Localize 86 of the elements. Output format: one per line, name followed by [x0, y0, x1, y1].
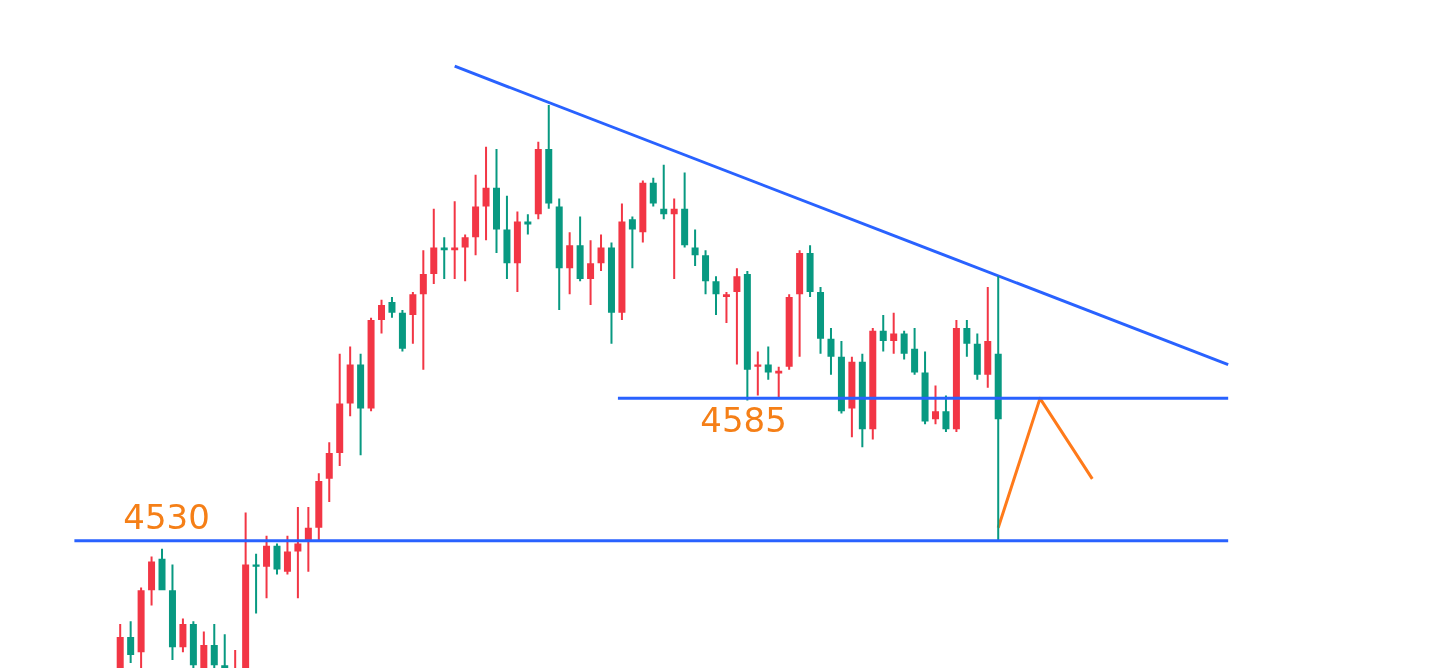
candlestick	[963, 320, 971, 357]
candlestick	[764, 346, 772, 380]
candlestick	[524, 214, 532, 235]
candlestick	[576, 216, 584, 282]
candlestick	[388, 297, 396, 318]
candlestick	[116, 624, 124, 668]
candlestick	[273, 543, 281, 575]
candlestick	[733, 268, 741, 365]
candlestick	[513, 211, 521, 292]
candlestick	[775, 366, 783, 399]
candlestick	[419, 250, 427, 370]
candlestick	[848, 356, 856, 438]
candlestick	[294, 506, 302, 599]
candlestick	[346, 346, 354, 417]
candlestick	[430, 208, 438, 285]
candlestick	[785, 294, 793, 370]
candlestick	[378, 299, 386, 334]
candlestick	[900, 330, 908, 360]
candlestick	[472, 174, 480, 256]
candlestick	[336, 353, 344, 466]
candlestick	[827, 327, 835, 375]
candlestick	[817, 286, 825, 354]
candlestick	[534, 141, 542, 220]
candlestick	[315, 473, 323, 541]
candlestick	[493, 148, 500, 254]
candlestick	[252, 553, 260, 614]
candlestick	[263, 535, 271, 599]
candlestick	[973, 333, 981, 380]
candlestick	[461, 234, 469, 282]
candlestick	[639, 180, 647, 243]
candlestick	[628, 216, 636, 269]
annotation: 4530	[123, 496, 210, 537]
candlestick	[587, 240, 595, 305]
candlestick	[566, 232, 574, 295]
candlestick	[440, 237, 448, 279]
candlestick	[858, 353, 866, 448]
candlestick	[806, 245, 814, 298]
candlestick	[283, 535, 291, 575]
candlestick	[179, 618, 187, 653]
candlestick	[158, 548, 166, 591]
candlestick	[869, 327, 877, 440]
candlestick	[691, 229, 699, 267]
candlestick	[398, 309, 406, 352]
candlestick	[367, 317, 375, 412]
candlestick	[702, 250, 710, 295]
candlestick	[660, 164, 668, 220]
candlestick	[127, 621, 135, 663]
candlestick	[357, 353, 365, 456]
annotation: 4585	[700, 400, 787, 441]
candlestick	[482, 146, 490, 241]
candlestick	[890, 312, 898, 354]
candlestick	[712, 276, 720, 316]
candlestick	[597, 234, 605, 272]
candlestick	[837, 340, 845, 414]
candlestick	[200, 631, 208, 668]
candlestick	[618, 203, 626, 321]
candlestick	[304, 506, 312, 572]
candlestick	[137, 587, 145, 668]
candlestick	[796, 250, 804, 357]
candlestick	[189, 621, 197, 668]
candlestick	[932, 385, 939, 425]
candlestick	[503, 195, 511, 279]
candlestick	[722, 291, 730, 323]
candlestick	[994, 276, 1002, 541]
candlestick	[670, 198, 678, 279]
candlestick	[649, 177, 657, 207]
candlestick	[754, 351, 762, 396]
candlestick	[743, 271, 751, 401]
candlestick	[952, 320, 960, 433]
candlestick	[148, 556, 156, 606]
candlestick	[325, 442, 333, 502]
candlestick	[607, 242, 615, 344]
candlestick	[921, 351, 929, 425]
candlestick	[681, 172, 689, 248]
candlestick	[451, 201, 459, 279]
candlestick	[168, 564, 176, 661]
candlestick	[409, 291, 417, 344]
candlestick	[984, 286, 992, 388]
candlestick	[555, 198, 563, 310]
candlestick	[545, 105, 553, 209]
candlestick	[879, 315, 887, 352]
candlestick	[242, 512, 250, 668]
candlestick	[942, 395, 950, 433]
candlestick	[221, 634, 229, 668]
candlestick	[210, 624, 218, 668]
candlestick	[911, 327, 919, 375]
